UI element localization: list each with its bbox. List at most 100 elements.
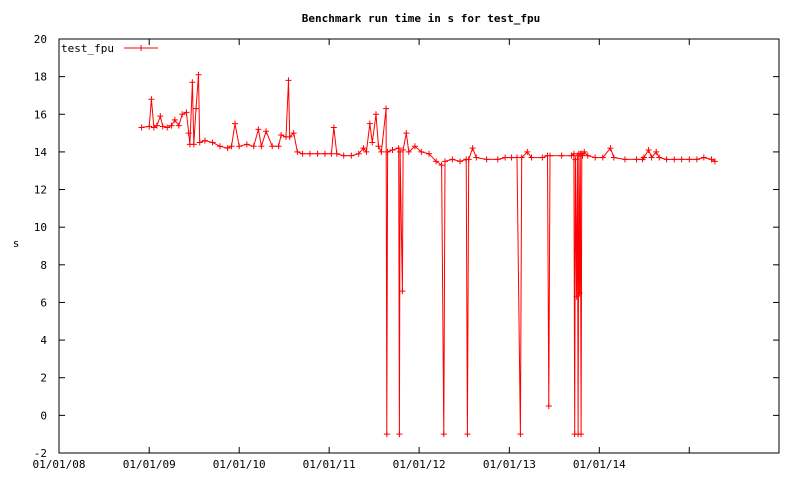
data-point xyxy=(678,156,685,163)
data-point xyxy=(286,133,293,140)
legend-label: test_fpu xyxy=(61,42,114,55)
data-point xyxy=(656,154,663,161)
series-line xyxy=(141,74,716,435)
data-point xyxy=(168,122,175,129)
data-point xyxy=(400,147,407,154)
data-point xyxy=(648,154,655,161)
data-point xyxy=(502,154,509,161)
data-point xyxy=(328,150,335,157)
data-point xyxy=(183,109,190,116)
y-tick-label: 2 xyxy=(40,372,47,385)
data-point xyxy=(179,111,186,118)
data-point xyxy=(579,152,586,159)
data-point xyxy=(539,154,546,161)
legend-marker-cross xyxy=(138,45,144,51)
data-point xyxy=(584,152,591,159)
data-point xyxy=(576,290,583,297)
y-tick-label: 8 xyxy=(40,259,47,272)
x-tick-label: 01/01/12 xyxy=(393,458,446,471)
data-point xyxy=(378,148,385,155)
data-point xyxy=(573,293,580,300)
y-tick-label: 20 xyxy=(34,33,47,46)
data-point xyxy=(153,122,160,129)
data-point xyxy=(403,130,410,137)
data-point xyxy=(399,288,406,295)
data-point xyxy=(418,148,425,155)
data-point xyxy=(524,148,531,155)
data-point xyxy=(671,156,678,163)
data-point xyxy=(196,139,203,146)
data-point xyxy=(314,150,321,157)
data-point xyxy=(547,152,554,159)
data-point xyxy=(405,148,412,155)
data-point xyxy=(258,143,265,150)
data-point xyxy=(148,96,155,103)
x-tick-label: 01/01/10 xyxy=(213,458,266,471)
data-point xyxy=(686,156,693,163)
data-point xyxy=(483,156,490,163)
y-tick-label: 18 xyxy=(34,71,47,84)
data-point xyxy=(333,150,340,157)
data-point xyxy=(164,124,171,131)
data-point xyxy=(607,145,614,152)
y-axis: -2 0 2 4 6 8 10 12 14 16 18 20 xyxy=(34,33,779,460)
data-point xyxy=(411,143,418,150)
data-point xyxy=(294,148,301,155)
data-point xyxy=(645,147,652,154)
legend-marker xyxy=(138,45,144,51)
data-point xyxy=(396,431,403,438)
data-point xyxy=(243,141,250,148)
data-point xyxy=(157,113,164,120)
x-tick-label: 01/01/11 xyxy=(303,458,356,471)
data-point xyxy=(366,120,373,127)
data-point xyxy=(700,154,707,161)
data-point xyxy=(464,431,471,438)
data-point xyxy=(494,156,501,163)
data-point xyxy=(360,145,367,152)
data-point xyxy=(369,139,376,146)
legend: test_fpu xyxy=(61,42,158,55)
data-point xyxy=(138,124,145,131)
data-point xyxy=(425,150,432,157)
data-point xyxy=(201,137,208,144)
y-tick-label: 16 xyxy=(34,108,47,121)
data-point xyxy=(708,156,715,163)
data-point xyxy=(193,105,200,112)
data-point xyxy=(442,158,449,165)
data-point xyxy=(572,156,579,163)
data-point xyxy=(171,116,178,123)
x-tick-label: 01/01/13 xyxy=(483,458,536,471)
data-point xyxy=(263,128,270,135)
data-point xyxy=(449,156,456,163)
plot-frame xyxy=(58,38,780,454)
data-point xyxy=(438,162,445,169)
data-point xyxy=(363,148,370,155)
y-tick-label: 0 xyxy=(40,409,47,422)
data-point xyxy=(224,145,231,152)
data-point xyxy=(633,156,640,163)
data-point xyxy=(299,150,306,157)
data-point xyxy=(440,431,447,438)
y-tick-label: 14 xyxy=(34,146,48,159)
data-point xyxy=(581,148,588,155)
data-point xyxy=(383,431,390,438)
x-axis: 01/01/08 01/01/09 01/01/10 01/01/11 01/01/12… xyxy=(33,39,690,471)
data-point xyxy=(663,156,670,163)
data-point xyxy=(545,402,552,409)
data-point xyxy=(321,150,328,157)
data-point xyxy=(209,139,216,146)
data-point xyxy=(558,152,565,159)
data-point xyxy=(621,156,628,163)
data-point xyxy=(389,147,396,154)
x-tick-label: 01/01/09 xyxy=(123,458,176,471)
data-point xyxy=(175,122,182,129)
y-tick-label: 4 xyxy=(40,334,47,347)
data-point xyxy=(185,130,192,137)
data-point xyxy=(469,145,476,152)
x-tick-label: 01/01/14 xyxy=(573,458,626,471)
y-axis-label: s xyxy=(13,237,20,250)
data-point xyxy=(278,131,285,138)
data-point xyxy=(250,143,257,150)
data-point xyxy=(610,154,617,161)
